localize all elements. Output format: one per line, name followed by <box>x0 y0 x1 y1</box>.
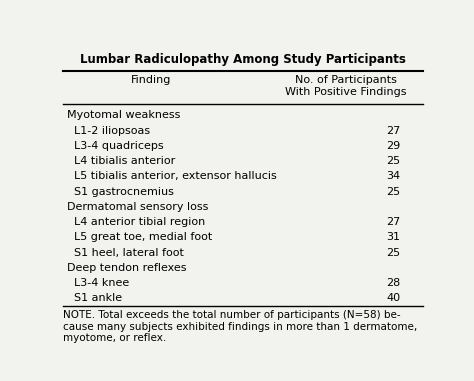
Text: 31: 31 <box>386 232 401 242</box>
Text: Finding: Finding <box>131 75 171 85</box>
Text: 28: 28 <box>386 278 401 288</box>
Text: Deep tendon reflexes: Deep tendon reflexes <box>66 263 186 273</box>
Text: 27: 27 <box>386 217 401 227</box>
Text: 34: 34 <box>386 171 401 181</box>
Text: L3-4 knee: L3-4 knee <box>74 278 129 288</box>
Text: Lumbar Radiculopathy Among Study Participants: Lumbar Radiculopathy Among Study Partici… <box>80 53 406 66</box>
Text: L4 tibialis anterior: L4 tibialis anterior <box>74 156 175 166</box>
Text: S1 heel, lateral foot: S1 heel, lateral foot <box>74 248 184 258</box>
Text: L5 great toe, medial foot: L5 great toe, medial foot <box>74 232 212 242</box>
Text: S1 gastrocnemius: S1 gastrocnemius <box>74 187 174 197</box>
Text: 25: 25 <box>386 187 401 197</box>
Text: Myotomal weakness: Myotomal weakness <box>66 110 180 120</box>
Text: 29: 29 <box>386 141 401 151</box>
Text: S1 ankle: S1 ankle <box>74 293 122 303</box>
Text: 25: 25 <box>386 156 401 166</box>
Text: 40: 40 <box>386 293 401 303</box>
Text: L5 tibialis anterior, extensor hallucis: L5 tibialis anterior, extensor hallucis <box>74 171 277 181</box>
Text: NOTE. Total exceeds the total number of participants (N=58) be-
cause many subje: NOTE. Total exceeds the total number of … <box>63 310 417 343</box>
Text: L1-2 iliopsoas: L1-2 iliopsoas <box>74 125 150 136</box>
Text: L3-4 quadriceps: L3-4 quadriceps <box>74 141 164 151</box>
Text: No. of Participants
With Positive Findings: No. of Participants With Positive Findin… <box>285 75 407 97</box>
Text: Dermatomal sensory loss: Dermatomal sensory loss <box>66 202 208 212</box>
Text: 27: 27 <box>386 125 401 136</box>
Text: 25: 25 <box>386 248 401 258</box>
Text: L4 anterior tibial region: L4 anterior tibial region <box>74 217 205 227</box>
